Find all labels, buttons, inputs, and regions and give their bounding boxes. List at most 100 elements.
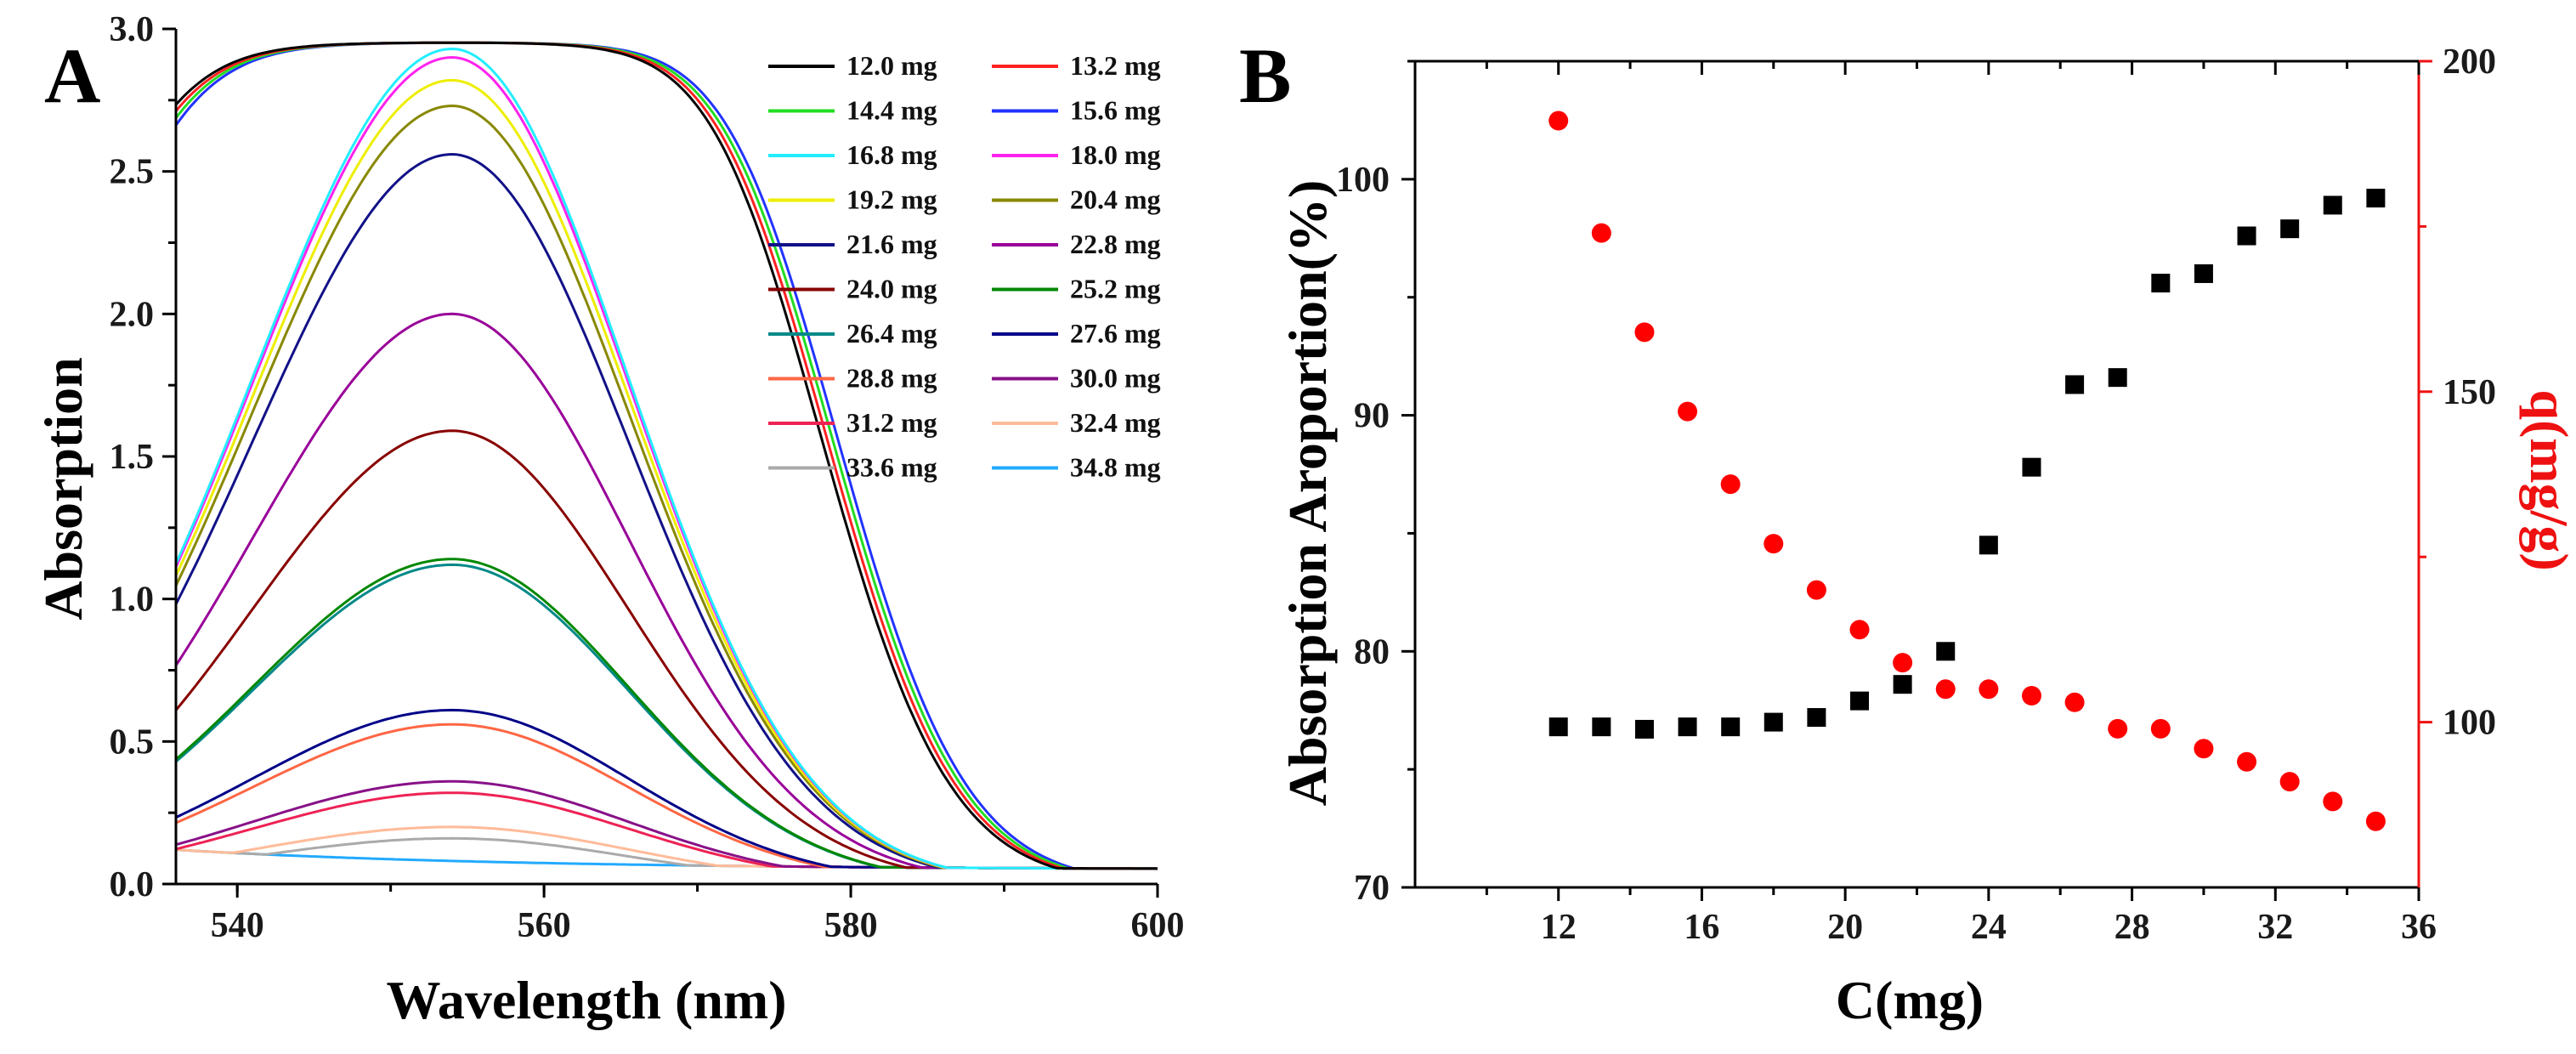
q-point xyxy=(1979,679,1999,700)
panel-b-ticks: 12 16 20 24 28 32 36 70 80 90 100 100 150 200 xyxy=(1336,42,2496,947)
legend-label: 33.6 mg xyxy=(846,452,937,483)
curve-228 xyxy=(174,312,1158,870)
y-left-tick-label: 80 xyxy=(1354,632,1390,672)
curve-180 xyxy=(174,55,1158,870)
absorption-point xyxy=(1893,675,1912,694)
panel-b-ylabel-left: Absorption Aroportion(%) xyxy=(1277,180,1338,807)
q-point xyxy=(2279,772,2300,792)
x-tick-label: 20 xyxy=(1827,908,1863,947)
absorption-point xyxy=(2194,264,2213,283)
absorption-point xyxy=(1721,717,1741,737)
curve-132 xyxy=(174,41,1158,870)
x-tick-label: 36 xyxy=(2401,908,2437,947)
x-tick-label: 16 xyxy=(1684,908,1719,947)
y-tick-label: 2.5 xyxy=(110,153,155,192)
x-tick-label: 580 xyxy=(824,906,878,945)
curve-276 xyxy=(175,708,1158,870)
panel-a-xlabel: Wavelength (nm) xyxy=(386,970,786,1030)
absorption-point xyxy=(2280,219,2300,239)
panel-a-ylabel: Absorption xyxy=(33,357,93,620)
panel-a-ticks: 540 560 580 600 0.0 0.5 1.0 1.5 2.0 2.5 3.0 xyxy=(110,10,1185,945)
y-left-tick-label: 70 xyxy=(1354,869,1390,908)
panel-b: B 12 16 20 24 28 32 36 70 80 90 100 100 150 200 C(mg)… xyxy=(1239,32,2576,1030)
y-left-tick-label: 90 xyxy=(1354,397,1390,436)
q-point xyxy=(1893,653,1913,673)
absorption-point xyxy=(1807,708,1826,728)
legend-label: 19.2 mg xyxy=(846,184,937,215)
absorption-point xyxy=(1850,691,1870,711)
y-tick-label: 0.5 xyxy=(110,722,155,762)
q-point xyxy=(2365,811,2386,831)
legend-label: 30.0 mg xyxy=(1070,363,1161,394)
panel-b-xlabel: C(mg) xyxy=(1836,970,1984,1030)
panel-a-curves xyxy=(174,41,1158,870)
x-tick-label: 560 xyxy=(518,906,571,945)
curve-144 xyxy=(174,41,1158,870)
x-tick-label: 600 xyxy=(1131,906,1185,945)
curve-120 xyxy=(174,41,1158,870)
absorption-point xyxy=(1678,717,1697,737)
legend-label: 20.4 mg xyxy=(1070,184,1161,215)
legend-label: 13.2 mg xyxy=(1070,50,1161,81)
y-tick-label: 3.0 xyxy=(110,10,155,49)
q-point xyxy=(1678,401,1698,422)
q-point xyxy=(2323,791,2343,812)
q-point xyxy=(2237,751,2257,772)
legend-label: 34.8 mg xyxy=(1070,452,1161,483)
legend-label: 15.6 mg xyxy=(1070,95,1161,126)
panel-a-legend: 12.0 mg 13.2 mg 14.4 mg 15.6 mg 16.8 mg 18.0 … xyxy=(768,50,1161,483)
y-tick-label: 1.5 xyxy=(110,438,155,477)
absorption-point xyxy=(2022,457,2041,477)
panel-b-letter: B xyxy=(1239,32,1291,119)
q-point xyxy=(1634,322,1655,343)
absorption-point xyxy=(1634,719,1654,739)
panel-a: A 540 560 580 600 0.0 0.5 1.0 1.5 2.0 2.5 3.0 12.0… xyxy=(33,10,1185,1030)
absorption-point xyxy=(2151,274,2171,293)
legend-label: 24.0 mg xyxy=(846,274,937,304)
q-point xyxy=(2150,718,2171,739)
x-tick-label: 28 xyxy=(2115,908,2150,947)
absorption-point xyxy=(2237,226,2256,246)
legend-label: 22.8 mg xyxy=(1070,229,1161,259)
panel-b-points xyxy=(1548,110,2386,831)
x-tick-label: 32 xyxy=(2257,908,2293,947)
curve-168 xyxy=(174,47,1158,870)
q-point xyxy=(1548,110,1569,131)
q-point xyxy=(2064,692,2085,712)
q-point xyxy=(2194,739,2214,759)
legend-label: 32.4 mg xyxy=(1070,407,1161,438)
legend-label: 26.4 mg xyxy=(846,318,937,348)
absorption-point xyxy=(2108,368,2127,388)
y-tick-label: 1.0 xyxy=(110,581,155,620)
y-left-tick-label: 100 xyxy=(1336,161,1390,200)
q-point xyxy=(2108,718,2128,739)
y-right-tick-label: 150 xyxy=(2443,373,2496,412)
absorption-point xyxy=(1979,536,1998,555)
q-point xyxy=(1591,223,1611,243)
y-tick-label: 2.0 xyxy=(110,295,155,334)
x-tick-label: 540 xyxy=(211,906,264,945)
q-point xyxy=(1849,620,1870,640)
legend-label: 27.6 mg xyxy=(1070,318,1161,348)
q-point xyxy=(1806,580,1826,600)
y-tick-label: 0.0 xyxy=(110,865,155,904)
legend-label: 14.4 mg xyxy=(846,95,937,126)
x-tick-label: 24 xyxy=(1971,908,2007,947)
q-point xyxy=(2021,685,2041,706)
legend-label: 16.8 mg xyxy=(846,139,937,170)
panel-b-axes xyxy=(1413,60,2420,889)
absorption-point xyxy=(1764,712,1783,732)
legend-label: 28.8 mg xyxy=(846,363,937,394)
legend-label: 12.0 mg xyxy=(846,50,937,81)
x-tick-label: 12 xyxy=(1541,908,1577,947)
legend-label: 21.6 mg xyxy=(846,229,937,259)
panel-a-letter: A xyxy=(44,32,100,119)
q-point xyxy=(1764,534,1784,554)
panel-b-ylabel-right: q(mg/g) xyxy=(2519,389,2576,570)
curve-252 xyxy=(175,558,1158,870)
y-right-tick-label: 100 xyxy=(2443,704,2496,743)
legend-label: 18.0 mg xyxy=(1070,139,1161,170)
absorption-point xyxy=(2366,189,2386,208)
q-point xyxy=(1935,679,1956,700)
